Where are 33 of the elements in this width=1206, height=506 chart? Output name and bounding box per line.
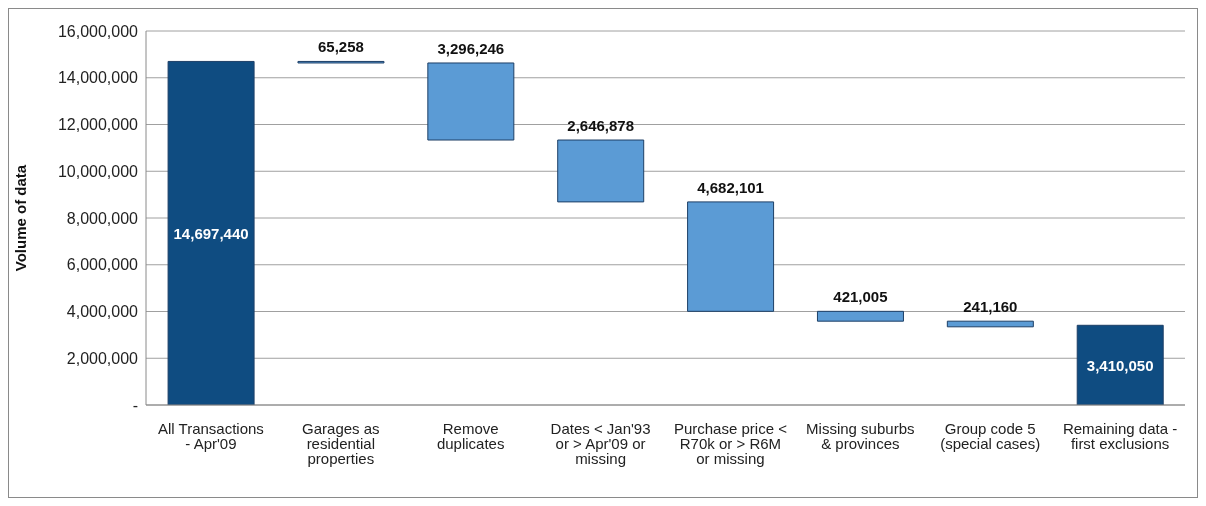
x-tick-label: Purchase price < R70k or > R6M or missing xyxy=(673,419,788,467)
x-tick-label: Remaining data - first exclusions xyxy=(1062,419,1178,452)
data-label: 421,005 xyxy=(833,288,888,306)
x-tick-label: Missing suburbs & provinces xyxy=(806,419,915,452)
bar xyxy=(687,201,775,312)
data-label: 65,258 xyxy=(318,38,364,56)
y-axis-title: Volume of data xyxy=(12,164,30,272)
y-tick-label: 10,000,000 xyxy=(57,162,139,180)
bar xyxy=(167,60,255,405)
x-tick-label: Garages as residential properties xyxy=(302,419,380,467)
data-label: 4,682,101 xyxy=(697,178,764,196)
data-label: 14,697,440 xyxy=(173,224,249,242)
data-label: 3,410,050 xyxy=(1086,356,1154,374)
y-tick-label: 2,000,000 xyxy=(66,349,139,367)
x-tick-label: Dates < Jan'93 or > Apr'09 or missing xyxy=(550,419,651,467)
y-tick-label: - xyxy=(132,396,138,414)
y-tick-label: 6,000,000 xyxy=(66,256,139,274)
bar xyxy=(1076,324,1164,405)
y-tick-label: 14,000,000 xyxy=(57,69,139,87)
x-tick-label: All Transactions - Apr'09 xyxy=(157,419,264,452)
y-tick-label: 12,000,000 xyxy=(57,116,139,134)
bar xyxy=(946,320,1034,328)
y-tick-label: 8,000,000 xyxy=(66,209,139,227)
x-tick-label: Group code 5 (special cases) xyxy=(940,419,1041,452)
y-tick-label: 4,000,000 xyxy=(66,303,139,321)
data-label: 3,296,246 xyxy=(437,39,505,57)
bar xyxy=(557,139,645,203)
data-label: 241,160 xyxy=(963,298,1018,316)
y-tick-label: 16,000,000 xyxy=(57,22,139,40)
bar xyxy=(427,62,515,141)
bar xyxy=(816,310,904,322)
data-label: 2,646,878 xyxy=(567,117,635,135)
x-tick-label: Remove duplicates xyxy=(436,419,505,452)
